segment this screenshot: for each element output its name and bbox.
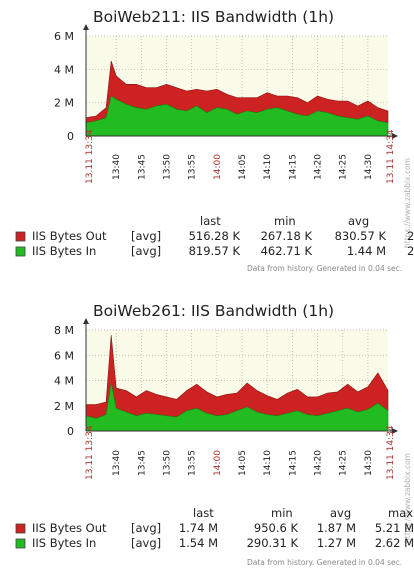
y-tick-labels: 0 2 M 4 M 6 M 8 M	[54, 324, 74, 438]
x-tick-label: 13:50	[163, 450, 173, 476]
x-tick-label: 14:00	[213, 450, 223, 476]
legend-swatch-out	[15, 523, 26, 534]
x-end-label: 13.11 14:34	[386, 129, 396, 184]
legend-swatch-in	[15, 246, 26, 257]
legend-in-last: 1.54 M	[179, 536, 218, 550]
graph-panel-2: BoiWeb261: IIS Bandwidth (1h) 0 2 M 4 M 6 M…	[0, 294, 414, 570]
legend-out-name: IIS Bytes Out	[32, 229, 107, 243]
legend-in-max: 2.62 M	[375, 536, 414, 550]
graph-svg-2: BoiWeb261: IIS Bandwidth (1h) 0 2 M 4 M 6 M…	[0, 294, 414, 570]
legend-in-min: 462.71 K	[261, 244, 313, 258]
graph-panel-1: BoiWeb211: IIS Bandwidth (1h) 0 2 M 4 M 6 M…	[0, 0, 414, 276]
watermark: https://www.zabbix.com	[403, 158, 412, 248]
x-tick-label: 14:05	[238, 154, 248, 180]
legend-header-min: min	[271, 506, 293, 520]
x-tick-label: 14:20	[314, 154, 324, 180]
legend-header-avg: avg	[348, 214, 369, 228]
footer-text: Data from history. Generated in 0.04 sec…	[247, 558, 402, 567]
x-tick-label: 14:15	[288, 450, 298, 476]
x-tick-label: 14:30	[364, 154, 374, 180]
legend-out-max: 5.21 M	[375, 521, 414, 535]
legend-out-last: 516.28 K	[189, 229, 241, 243]
x-tick-label: 14:05	[238, 450, 248, 476]
legend-in-avg: 1.44 M	[347, 244, 386, 258]
graph-title: BoiWeb261: IIS Bandwidth (1h)	[93, 302, 334, 320]
legend-in-last: 819.57 K	[189, 244, 241, 258]
legend-header-avg: avg	[330, 506, 351, 520]
x-tick-labels: 13:40 13:45 13:50 13:55 14:00 14:05 14:10 14:15…	[112, 154, 374, 180]
legend-in-min: 290.31 K	[247, 536, 299, 550]
y-tick-label: 4 M	[54, 375, 74, 388]
y-tick-label: 2 M	[54, 400, 74, 413]
x-tick-label: 13:55	[188, 154, 198, 180]
watermark: https://www.zabbix.com	[403, 453, 412, 543]
legend-header-last: last	[193, 506, 214, 520]
legend-out-func: [avg]	[131, 521, 161, 535]
x-tick-label: 14:20	[314, 450, 324, 476]
x-tick-label: 13:45	[137, 154, 147, 180]
x-tick-label: 14:10	[263, 450, 273, 476]
axes	[83, 24, 398, 139]
x-tick-label: 13:40	[112, 154, 122, 180]
legend-in-name: IIS Bytes In	[32, 536, 96, 550]
x-tick-label: 13:55	[188, 450, 198, 476]
legend-out-avg: 830.57 K	[335, 229, 387, 243]
legend-in-func: [avg]	[131, 244, 161, 258]
legend-swatch-in	[15, 538, 26, 549]
legend-header-max: max	[388, 506, 413, 520]
x-tick-label: 14:00	[213, 154, 223, 180]
x-start-label: 13.11 13:34	[85, 129, 95, 184]
y-tick-label: 8 M	[54, 324, 74, 337]
axes	[83, 318, 398, 434]
x-tick-label: 14:10	[263, 154, 273, 180]
x-tick-label: 13:40	[112, 450, 122, 476]
graph-svg-1: BoiWeb211: IIS Bandwidth (1h) 0 2 M 4 M 6 M…	[0, 0, 414, 276]
x-start-label: 13.11 13:34	[85, 425, 95, 480]
x-axis-arrow	[392, 428, 398, 434]
legend-out-avg: 1.87 M	[317, 521, 356, 535]
legend-out-min: 950.6 K	[254, 521, 299, 535]
legend-header-last: last	[200, 214, 221, 228]
y-axis-arrow	[83, 24, 89, 30]
legend-in-name: IIS Bytes In	[32, 244, 96, 258]
legend-header-min: min	[274, 214, 296, 228]
y-tick-label: 0	[67, 425, 74, 438]
x-tick-label: 14:15	[288, 154, 298, 180]
legend-swatch-out	[15, 231, 26, 242]
y-tick-label: 0	[67, 130, 74, 143]
legend-in-avg: 1.27 M	[317, 536, 356, 550]
x-tick-label: 14:30	[364, 450, 374, 476]
graph-title: BoiWeb211: IIS Bandwidth (1h)	[93, 8, 334, 26]
legend-out-max: 2	[407, 229, 414, 243]
legend-out-func: [avg]	[131, 229, 161, 243]
legend-in-func: [avg]	[131, 536, 161, 550]
x-tick-label: 14:25	[339, 154, 349, 180]
y-tick-labels: 0 2 M 4 M 6 M	[54, 30, 74, 143]
footer-text: Data from history. Generated in 0.04 sec…	[247, 264, 402, 273]
graph-separator	[0, 276, 414, 294]
x-tick-label: 13:45	[137, 450, 147, 476]
legend-in-max: 2	[407, 244, 414, 258]
legend-out-last: 1.74 M	[179, 521, 218, 535]
x-end-label: 13.11 14:34	[386, 425, 396, 480]
x-axis-arrow	[392, 133, 398, 139]
y-axis-arrow	[83, 318, 89, 324]
y-tick-label: 6 M	[54, 349, 74, 362]
y-tick-label: 2 M	[54, 97, 74, 110]
x-tick-label: 13:50	[163, 154, 173, 180]
legend-out-name: IIS Bytes Out	[32, 521, 107, 535]
x-tick-labels: 13:40 13:45 13:50 13:55 14:00 14:05 14:10 14:15…	[112, 450, 374, 476]
x-tick-label: 14:25	[339, 450, 349, 476]
y-tick-label: 6 M	[54, 30, 74, 43]
legend-out-min: 267.18 K	[261, 229, 313, 243]
y-tick-label: 4 M	[54, 63, 74, 76]
